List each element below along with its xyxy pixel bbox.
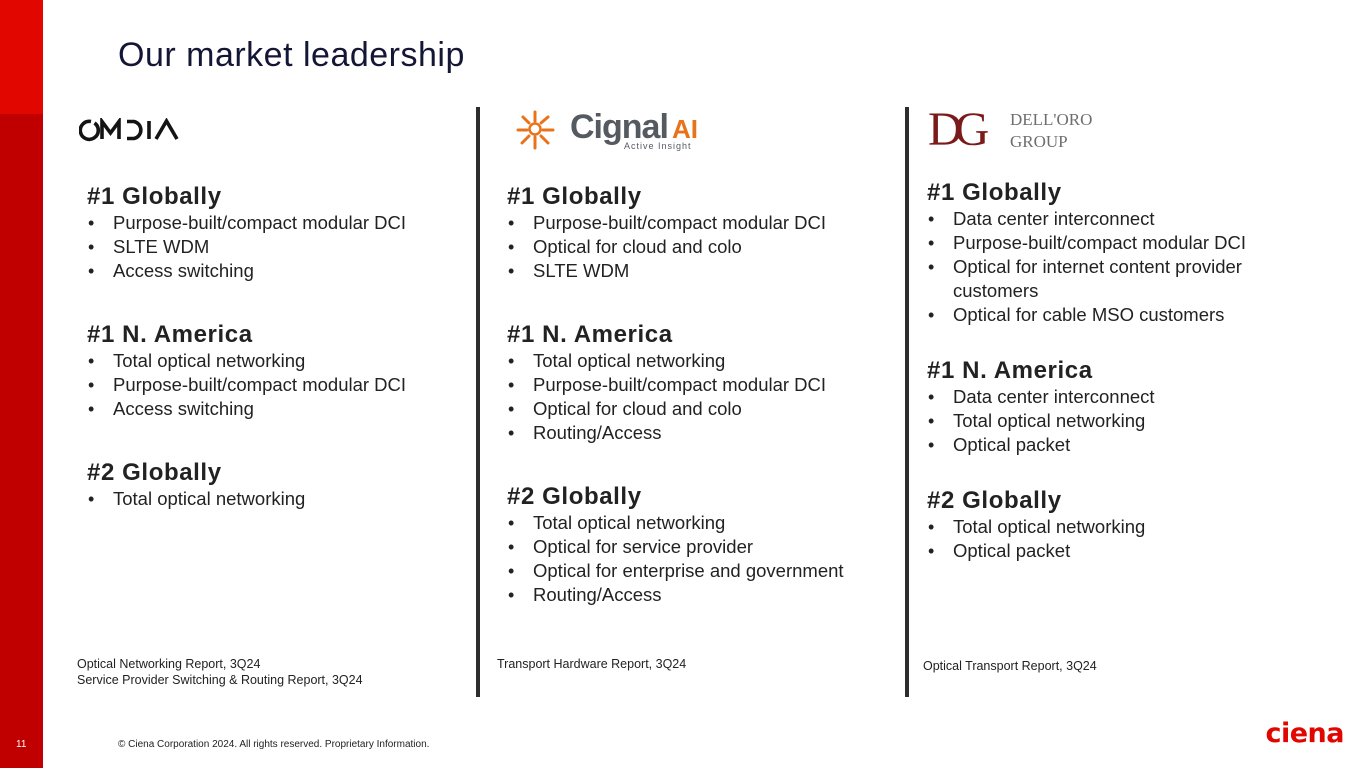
side-bar — [0, 0, 43, 768]
source-note: Optical Transport Report, 3Q24 — [923, 658, 1097, 674]
list-item: Purpose-built/compact modular DCI — [927, 231, 1287, 255]
section-heading: #1 Globally — [507, 183, 642, 210]
section: #1 N. America Data center interconnect T… — [927, 357, 1287, 457]
section: #1 N. America Total optical networking P… — [87, 321, 467, 421]
section-heading: #1 N. America — [87, 321, 253, 348]
source-line: Service Provider Switching & Routing Rep… — [77, 673, 363, 687]
column-delloro: #1 Globally Data center interconnect Pur… — [927, 179, 1287, 563]
delloro-name-line2: GROUP — [1010, 132, 1068, 151]
ciena-logo: ciena — [1265, 718, 1344, 749]
list-item: Routing/Access — [507, 583, 897, 607]
section: #2 Globally Total optical networking — [87, 459, 467, 511]
bullet-list: Data center interconnect Purpose-built/c… — [927, 207, 1287, 327]
page-number: 11 — [16, 739, 27, 750]
section-heading: #1 Globally — [927, 179, 1062, 206]
cignal-tagline: Active Insight — [624, 141, 692, 151]
delloro-name-line1: DELL'ORO — [1010, 110, 1093, 129]
column-divider — [905, 107, 909, 697]
list-item: Purpose-built/compact modular DCI — [507, 373, 897, 397]
list-item: Optical for service provider — [507, 535, 897, 559]
section: #1 N. America Total optical networking P… — [507, 321, 897, 445]
list-item: Purpose-built/compact modular DCI — [507, 211, 897, 235]
list-item: Data center interconnect — [927, 207, 1287, 231]
cignal-ai-logo: Cignal AI Active Insight — [516, 108, 706, 157]
list-item: Total optical networking — [927, 409, 1287, 433]
source-note: Transport Hardware Report, 3Q24 — [497, 656, 686, 672]
bullet-list: Total optical networking — [87, 487, 467, 511]
list-item: SLTE WDM — [507, 259, 897, 283]
bullet-list: Total optical networking Optical packet — [927, 515, 1287, 563]
bullet-list: Total optical networking Purpose-built/c… — [507, 349, 897, 445]
ciena-wordmark: ciena — [1265, 718, 1344, 749]
list-item: Purpose-built/compact modular DCI — [87, 373, 467, 397]
list-item: Routing/Access — [507, 421, 897, 445]
section: #2 Globally Total optical networking Opt… — [927, 487, 1287, 563]
list-item: Data center interconnect — [927, 385, 1287, 409]
bullet-list: Data center interconnect Total optical n… — [927, 385, 1287, 457]
section-heading: #1 Globally — [87, 183, 222, 210]
side-bar-accent — [0, 0, 43, 114]
list-item: SLTE WDM — [87, 235, 467, 259]
bullet-list: Purpose-built/compact modular DCI Optica… — [507, 211, 897, 283]
list-item: Optical packet — [927, 433, 1287, 457]
list-item: Purpose-built/compact modular DCI — [87, 211, 467, 235]
source-line: Transport Hardware Report, 3Q24 — [497, 657, 687, 671]
section-heading: #2 Globally — [507, 483, 642, 510]
section: #1 Globally Purpose-built/compact modula… — [507, 183, 897, 283]
section: #1 Globally Data center interconnect Pur… — [927, 179, 1287, 327]
omdia-logo — [78, 116, 181, 147]
bullet-list: Purpose-built/compact modular DCI SLTE W… — [87, 211, 467, 283]
section: #2 Globally Total optical networking Opt… — [507, 483, 897, 607]
source-line: Optical Networking Report, 3Q24 — [77, 657, 261, 671]
column-omdia: #1 Globally Purpose-built/compact modula… — [87, 183, 467, 511]
section-heading: #1 N. America — [927, 357, 1093, 384]
cignal-wordmark: Cignal — [570, 108, 669, 146]
source-note: Optical Networking Report, 3Q24 Service … — [77, 656, 363, 688]
list-item: Total optical networking — [927, 515, 1287, 539]
list-item: Optical for cloud and colo — [507, 235, 897, 259]
list-item: Total optical networking — [87, 349, 467, 373]
section-heading: #1 N. America — [507, 321, 673, 348]
source-line: Optical Transport Report, 3Q24 — [923, 659, 1097, 673]
bullet-list: Total optical networking Optical for ser… — [507, 511, 897, 607]
list-item: Total optical networking — [87, 487, 467, 511]
list-item: Optical for cable MSO customers — [927, 303, 1287, 327]
list-item: Total optical networking — [507, 511, 897, 535]
cignal-ai-mark: AI — [672, 114, 698, 144]
list-item: Optical packet — [927, 539, 1287, 563]
list-item: Optical for enterprise and government — [507, 559, 897, 583]
bullet-list: Total optical networking Purpose-built/c… — [87, 349, 467, 421]
column-divider — [476, 107, 480, 697]
copyright-notice: © Ciena Corporation 2024. All rights res… — [118, 739, 430, 750]
list-item: Total optical networking — [507, 349, 897, 373]
list-item: Access switching — [87, 259, 467, 283]
list-item: Optical for cloud and colo — [507, 397, 897, 421]
section-heading: #2 Globally — [927, 487, 1062, 514]
column-cignal-ai: #1 Globally Purpose-built/compact modula… — [507, 183, 897, 607]
page-title: Our market leadership — [118, 36, 465, 74]
list-item: Access switching — [87, 397, 467, 421]
section: #1 Globally Purpose-built/compact modula… — [87, 183, 467, 283]
section-heading: #2 Globally — [87, 459, 222, 486]
list-item: Optical for internet content provider cu… — [927, 255, 1287, 303]
delloro-monogram: DG — [928, 103, 989, 156]
